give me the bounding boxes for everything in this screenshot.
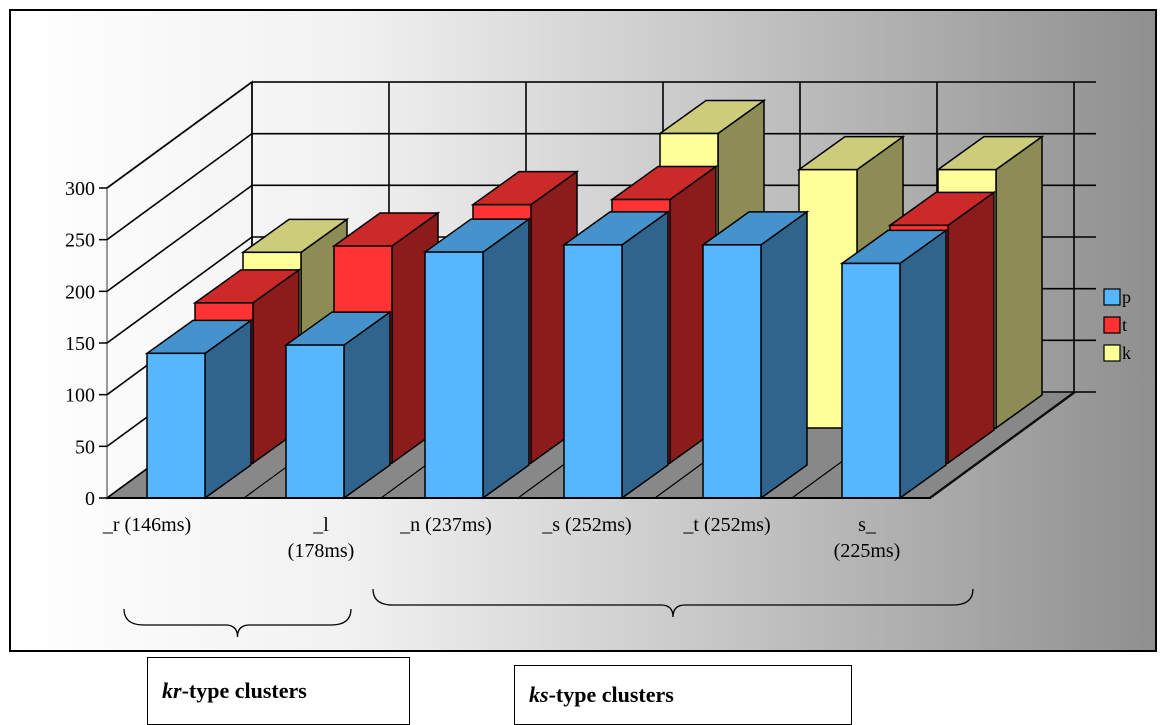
- kr-cluster-brace: [123, 608, 352, 638]
- ks-prefix: ks: [529, 682, 549, 707]
- legend-swatch-p: [1103, 288, 1121, 306]
- y-tick-label: 200: [65, 281, 95, 303]
- bar-front-p-4: [702, 244, 762, 499]
- y-tick-label: 300: [65, 178, 95, 200]
- ks-cluster-brace: [372, 588, 974, 618]
- chart-frame: 0 50 100 150 200 250 300 _r (146ms) _l (178ms) _n …: [9, 9, 1157, 652]
- category-label: s_: [858, 514, 877, 536]
- legend: ptk: [1103, 287, 1131, 363]
- ks-suffix: -type clusters: [548, 682, 674, 707]
- category-label: (178ms): [288, 540, 355, 562]
- bar-front-p-5: [841, 262, 901, 499]
- kr-suffix: -type clusters: [181, 678, 307, 703]
- bar-side-p-3: [621, 210, 669, 500]
- legend-label-t: t: [1122, 315, 1127, 335]
- bar-front-p-3: [563, 244, 623, 499]
- gridline-side: [106, 236, 253, 344]
- bar-side-k-5: [995, 135, 1043, 430]
- bar-p-5: [839, 228, 949, 500]
- bar-p-4: [700, 210, 810, 500]
- bar-front-p-1: [285, 344, 345, 499]
- category-label: _r (146ms): [102, 514, 191, 536]
- floor-line: [928, 391, 1075, 499]
- gridline-side: [106, 81, 253, 189]
- bar-p-3: [561, 210, 671, 500]
- bar-side-t-5: [947, 190, 995, 465]
- gridline-side: [106, 133, 253, 241]
- category-label: _s (252ms): [541, 514, 631, 536]
- bar-front-p-2: [424, 251, 484, 499]
- y-tick-label: 100: [65, 385, 95, 407]
- bar-front-p-0: [146, 352, 206, 499]
- y-tick-label: 250: [65, 230, 95, 252]
- bar-side-p-2: [482, 217, 530, 500]
- y-tick-label: 50: [75, 436, 95, 458]
- y-tick-label: 0: [85, 488, 95, 510]
- category-label: _t (252ms): [682, 514, 770, 536]
- gridline-side: [106, 184, 253, 292]
- y-tick-label: 150: [65, 333, 95, 355]
- bar-chart-3d: 0 50 100 150 200 250 300 _r (146ms) _l (178ms) _n …: [65, 80, 1131, 638]
- kr-prefix: kr: [162, 678, 182, 703]
- category-label: _l: [312, 514, 329, 536]
- bar-side-p-5: [899, 228, 947, 500]
- bar-p-1: [283, 310, 393, 500]
- kr-cluster-label-box: kr -type clusters: [147, 657, 410, 725]
- legend-label-p: p: [1122, 287, 1131, 307]
- legend-swatch-t: [1103, 316, 1121, 334]
- legend-label-k: k: [1122, 343, 1131, 363]
- bar-p-2: [422, 217, 532, 500]
- ks-cluster-label-box: ks -type clusters: [514, 665, 852, 725]
- bar-p-0: [144, 318, 254, 500]
- category-label: (225ms): [834, 540, 901, 562]
- bar-side-p-4: [760, 210, 808, 500]
- legend-swatch-k: [1103, 344, 1121, 362]
- category-label: _n (237ms): [399, 514, 492, 536]
